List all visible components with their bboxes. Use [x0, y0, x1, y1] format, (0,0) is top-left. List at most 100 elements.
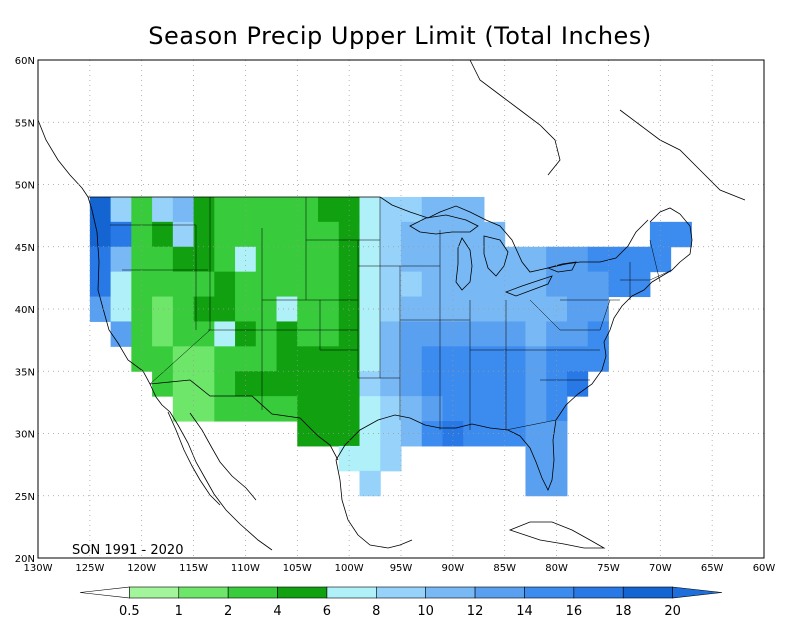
precip-cell	[235, 246, 257, 273]
precip-cell	[359, 445, 381, 472]
precip-cell	[255, 321, 278, 347]
colorbar-label: 14	[516, 604, 533, 618]
precip-cell	[338, 271, 361, 298]
lon-tick-label: 130W	[24, 563, 53, 574]
lake-michigan	[455, 237, 473, 291]
precip-cell	[525, 271, 547, 298]
precip-cell	[380, 296, 402, 322]
precip-cell	[89, 196, 112, 223]
precip-cell	[214, 246, 236, 273]
precip-cell	[131, 196, 153, 223]
precip-cell	[172, 196, 195, 223]
precip-cell	[297, 271, 319, 298]
precip-cell	[152, 271, 174, 298]
lon-tick-label: 110W	[231, 563, 260, 574]
coastline-mexico-gulf	[335, 459, 413, 549]
precip-cell	[380, 221, 402, 248]
precip-cell	[276, 271, 298, 298]
precip-cell	[318, 221, 340, 248]
colorbar-swatch	[326, 586, 377, 599]
lon-tick-label: 100W	[335, 563, 364, 574]
precip-cell	[255, 296, 278, 322]
precip-cell	[649, 221, 672, 248]
precip-cell	[463, 221, 485, 248]
lon-tick-label: 90W	[442, 563, 465, 574]
precip-cell	[483, 421, 506, 447]
colorbar-label: 20	[664, 604, 681, 618]
precip-cell	[152, 321, 174, 347]
lon-tick-label: 65W	[701, 563, 724, 574]
precip-cell	[235, 196, 257, 223]
precip-cell	[172, 246, 195, 273]
precip-cell	[193, 371, 215, 397]
precip-cell	[152, 346, 174, 372]
precip-cell	[380, 271, 402, 298]
precip-cell	[359, 221, 381, 248]
precip-cell	[421, 321, 443, 347]
precip-cell	[338, 296, 361, 322]
precip-cell	[525, 470, 547, 497]
precip-cell	[380, 196, 402, 223]
colorbar-swatch	[474, 586, 525, 599]
precip-cell	[421, 346, 443, 372]
precip-cell	[380, 321, 402, 347]
precip-cell	[338, 396, 361, 422]
precip-cell	[546, 470, 568, 497]
precip-cell	[110, 246, 132, 273]
colorbar-label: 6	[323, 604, 331, 618]
precip-cell	[131, 246, 153, 273]
precip-cell	[276, 196, 298, 223]
precip-cell	[193, 196, 215, 223]
precip-cell	[297, 346, 319, 372]
colorbar-label: 4	[273, 604, 281, 618]
precip-cell	[442, 396, 464, 422]
precip-cell	[380, 421, 402, 447]
precip-cell	[442, 221, 464, 248]
colorbar-label: 16	[566, 604, 583, 618]
lon-tick-label: 120W	[127, 563, 156, 574]
lat-tick-label: 45N	[15, 243, 35, 254]
period-label: SON 1991 - 2020	[72, 543, 183, 558]
precip-cell	[483, 346, 506, 372]
latitude-tick-labels: 60N 55N 50N 45N 40N 35N 30N 25N 20N	[15, 56, 35, 565]
precip-cell	[255, 271, 278, 298]
precip-cell	[566, 346, 589, 372]
precip-cell	[463, 346, 485, 372]
colorbar-swatch	[672, 586, 723, 599]
precip-cell	[401, 221, 423, 248]
precip-cell	[546, 321, 568, 347]
precip-cell	[401, 321, 423, 347]
precip-cell	[152, 221, 174, 248]
precip-cell	[483, 246, 506, 273]
precip-cell	[566, 296, 589, 322]
precip-cell	[297, 321, 319, 347]
coastline-gulf	[335, 414, 557, 491]
precip-cell	[89, 221, 112, 248]
precip-cell	[401, 371, 423, 397]
precip-cell	[566, 321, 589, 347]
precip-cell	[504, 396, 526, 422]
precip-cell	[421, 296, 443, 322]
precip-cell	[318, 321, 340, 347]
precip-cell	[193, 396, 215, 422]
precip-cell	[338, 346, 361, 372]
precip-cell	[214, 221, 236, 248]
precip-cell	[110, 296, 132, 322]
precip-cell	[359, 296, 381, 322]
precip-cell	[546, 271, 568, 298]
precip-cell	[338, 246, 361, 273]
us-canada-border	[88, 196, 649, 273]
precip-cell	[235, 296, 257, 322]
colorbar-label: 18	[615, 604, 632, 618]
lat-lon-gridlines	[38, 60, 764, 558]
precip-cell	[255, 346, 278, 372]
precip-cell	[214, 346, 236, 372]
precip-cell	[214, 396, 236, 422]
colorbar-swatch	[425, 586, 476, 599]
precip-cell	[442, 371, 464, 397]
precip-cell	[566, 246, 589, 273]
precip-cell	[546, 445, 568, 472]
precip-cell	[401, 421, 423, 447]
precip-cell	[463, 371, 485, 397]
precip-cell	[463, 196, 485, 223]
